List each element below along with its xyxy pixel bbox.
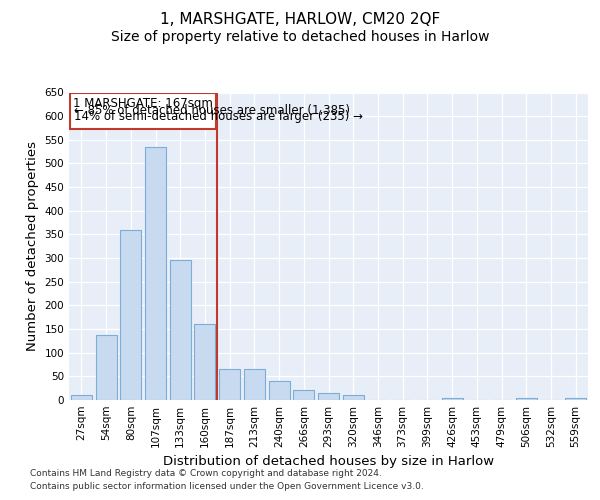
Text: 1 MARSHGATE: 167sqm: 1 MARSHGATE: 167sqm <box>73 97 213 110</box>
Bar <box>194 324 215 400</box>
Text: Size of property relative to detached houses in Harlow: Size of property relative to detached ho… <box>111 30 489 44</box>
Text: Contains HM Land Registry data © Crown copyright and database right 2024.: Contains HM Land Registry data © Crown c… <box>30 469 382 478</box>
Bar <box>95 335 116 400</box>
Bar <box>120 230 141 400</box>
Y-axis label: Number of detached properties: Number of detached properties <box>26 141 39 351</box>
Bar <box>293 390 314 400</box>
X-axis label: Distribution of detached houses by size in Harlow: Distribution of detached houses by size … <box>163 456 494 468</box>
Bar <box>70 94 216 130</box>
Bar <box>565 398 586 400</box>
Bar <box>219 369 240 400</box>
Bar <box>343 396 364 400</box>
Bar <box>145 147 166 400</box>
Bar <box>516 398 537 400</box>
Bar <box>269 381 290 400</box>
Bar <box>170 260 191 400</box>
Bar <box>71 396 92 400</box>
Text: ← 85% of detached houses are smaller (1,385): ← 85% of detached houses are smaller (1,… <box>74 104 350 117</box>
Bar <box>318 393 339 400</box>
Text: 1, MARSHGATE, HARLOW, CM20 2QF: 1, MARSHGATE, HARLOW, CM20 2QF <box>160 12 440 28</box>
Bar <box>244 369 265 400</box>
Text: Contains public sector information licensed under the Open Government Licence v3: Contains public sector information licen… <box>30 482 424 491</box>
Bar <box>442 398 463 400</box>
Text: 14% of semi-detached houses are larger (235) →: 14% of semi-detached houses are larger (… <box>74 110 363 124</box>
